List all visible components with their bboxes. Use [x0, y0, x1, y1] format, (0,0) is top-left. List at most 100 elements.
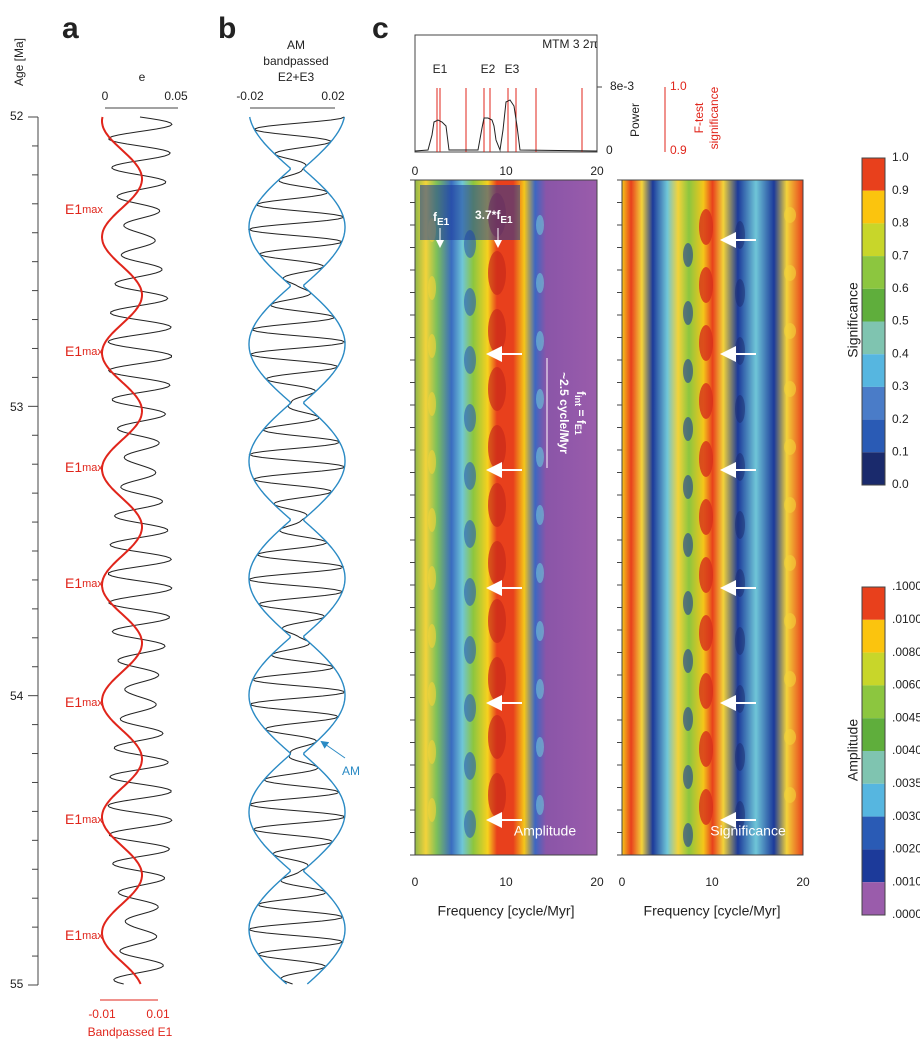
annotation-part: E1 — [65, 343, 82, 359]
blob — [488, 367, 506, 411]
blob — [735, 743, 745, 771]
blob — [464, 462, 476, 490]
annotation-part: max — [82, 346, 103, 358]
blob — [536, 273, 544, 293]
blob — [428, 508, 436, 532]
blob — [536, 389, 544, 409]
blob — [464, 810, 476, 838]
annotation: ~2.5 cycle/Myr — [557, 372, 571, 454]
axis-title: F-test — [692, 102, 706, 133]
blob — [735, 511, 745, 539]
blob — [683, 359, 693, 383]
annotation-part: max — [82, 462, 103, 474]
blob — [488, 251, 506, 295]
tick-label: 20 — [590, 164, 604, 178]
tick-label: 0.9 — [670, 143, 687, 157]
blob — [735, 685, 745, 713]
colorbar-tick-label: .0040 — [892, 743, 920, 757]
y-axis-title: Age [Ma] — [12, 38, 26, 86]
colorbar-title: Amplitude — [845, 719, 861, 781]
annotation-part: max — [82, 697, 103, 709]
y-tick-label: 54 — [10, 689, 24, 703]
ftest-spikes — [437, 88, 582, 152]
blob — [784, 729, 796, 745]
colorbar-tick-label: 0.5 — [892, 314, 909, 328]
color-swatch — [862, 882, 885, 915]
tick-label: 0.01 — [146, 1007, 170, 1021]
colorbar-tick-label: .0000 — [892, 907, 920, 921]
blob — [699, 383, 713, 419]
annotation-part: E1 — [65, 575, 82, 591]
color-swatch — [862, 653, 885, 686]
colorbar-tick-label: .0045 — [892, 710, 920, 724]
colorbar-tick-label: .0020 — [892, 842, 920, 856]
blob — [735, 453, 745, 481]
colorbar-tick-label: .0080 — [892, 645, 920, 659]
blob — [428, 276, 436, 300]
panel-label: c — [372, 12, 389, 45]
axis-title: Power — [628, 103, 642, 137]
colorbar-tick-label: 0.6 — [892, 281, 909, 295]
colorbar-tick-label: .0100 — [892, 612, 920, 626]
blob — [536, 447, 544, 467]
tick-label: 0 — [619, 875, 626, 889]
colorbar-tick-label: 0.3 — [892, 379, 909, 393]
blob — [683, 591, 693, 615]
blob — [683, 301, 693, 325]
color-swatch — [862, 620, 885, 653]
blob — [428, 334, 436, 358]
annotation-part: E1 — [65, 811, 82, 827]
blob — [699, 557, 713, 593]
figure: a Age [Ma] 52 53 54 55 e 0 0.05 -0.01 0.… — [0, 0, 920, 1043]
blob — [536, 505, 544, 525]
blob — [488, 773, 506, 817]
blob — [784, 787, 796, 803]
color-swatch — [862, 289, 885, 322]
colorbar-tick-label: 0.8 — [892, 216, 909, 230]
colorbar-tick-label: 0.1 — [892, 444, 909, 458]
y-tick-label: 55 — [10, 977, 24, 991]
blob — [784, 671, 796, 687]
blob — [428, 450, 436, 474]
blob — [488, 657, 506, 701]
color-swatch — [862, 387, 885, 420]
tick-label: 8e-3 — [610, 79, 634, 93]
annotation-part: max — [82, 578, 103, 590]
colorbar-tick-label: 0.7 — [892, 248, 909, 262]
blob — [488, 599, 506, 643]
blob — [428, 624, 436, 648]
bandpassed-curve — [249, 117, 345, 984]
color-swatch — [862, 158, 885, 191]
tick-label: 1.0 — [670, 79, 687, 93]
blob — [488, 425, 506, 469]
blob — [699, 789, 713, 825]
blob — [784, 323, 796, 339]
am-envelope — [249, 117, 345, 984]
y-tick-label: 52 — [10, 109, 24, 123]
axis-title: e — [139, 70, 146, 84]
colorbar-title: Significance — [845, 282, 861, 358]
blob — [464, 752, 476, 780]
tick-label: 0.05 — [164, 89, 188, 103]
blob — [683, 533, 693, 557]
tick-label: 10 — [499, 875, 513, 889]
blob — [735, 569, 745, 597]
blob — [428, 392, 436, 416]
tick-label: 0.02 — [321, 89, 345, 103]
blob — [536, 621, 544, 641]
colorbar-tick-label: 0.0 — [892, 477, 909, 491]
panel-label: a — [62, 12, 79, 45]
blob — [464, 288, 476, 316]
tick-label: 10 — [705, 875, 719, 889]
blob — [428, 798, 436, 822]
blob — [536, 331, 544, 351]
amplitude-map — [415, 180, 597, 855]
colorbar-tick-label: 0.2 — [892, 412, 909, 426]
blob — [536, 737, 544, 757]
color-swatch — [862, 256, 885, 289]
y-tick-label: 53 — [10, 400, 24, 414]
color-swatch — [862, 718, 885, 751]
blob — [683, 765, 693, 789]
blob — [699, 267, 713, 303]
blob — [735, 221, 745, 249]
